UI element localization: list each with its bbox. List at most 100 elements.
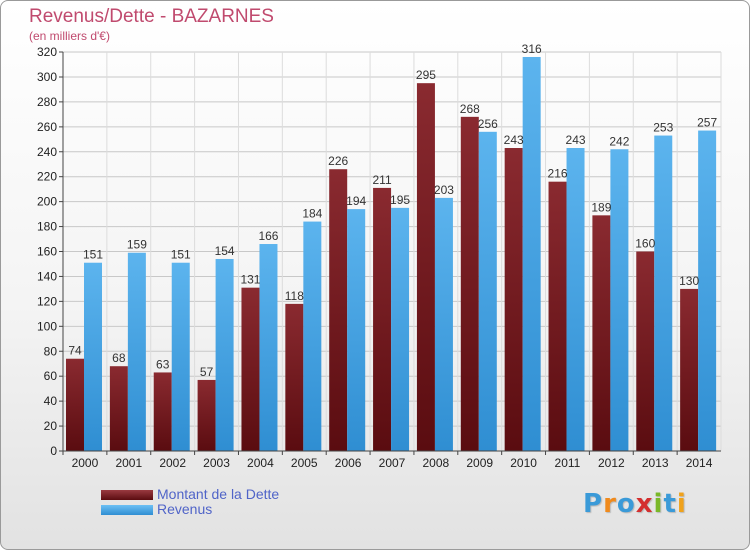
- y-tick-label: 120: [37, 294, 57, 308]
- chart-subtitle: (en milliers d'€): [29, 29, 110, 43]
- bar-dette: [416, 83, 435, 451]
- bar-revenus: [347, 209, 366, 451]
- legend-label-revenus: Revenus: [157, 501, 213, 517]
- x-tick-label: 2014: [686, 456, 713, 470]
- data-label-dette: 243: [504, 133, 524, 147]
- data-label-revenus: 203: [434, 183, 454, 197]
- data-label-revenus: 184: [302, 207, 322, 221]
- data-label-dette: 268: [460, 102, 480, 116]
- logo-letter: P: [583, 489, 604, 519]
- bar-dette: [329, 169, 348, 452]
- logo-letter: r: [603, 489, 617, 519]
- y-tick-label: 220: [37, 170, 57, 184]
- data-label-dette: 160: [635, 237, 655, 251]
- data-label-dette: 216: [548, 167, 568, 181]
- y-tick-label: 40: [44, 394, 58, 408]
- x-tick-label: 2003: [203, 456, 230, 470]
- y-tick-label: 260: [37, 120, 57, 134]
- data-label-revenus: 253: [653, 121, 673, 135]
- bar-revenus: [522, 56, 541, 452]
- y-tick-label: 80: [44, 344, 58, 358]
- data-label-dette: 57: [200, 365, 214, 379]
- data-label-revenus: 316: [522, 42, 542, 56]
- bar-dette: [109, 366, 128, 451]
- bar-revenus: [434, 197, 453, 451]
- data-label-revenus: 194: [346, 194, 366, 208]
- data-label-revenus: 257: [697, 116, 717, 130]
- x-tick-label: 2011: [555, 456, 581, 470]
- logo-letter: o: [616, 489, 636, 519]
- data-label-revenus: 166: [258, 229, 278, 243]
- y-tick-label: 20: [44, 419, 58, 433]
- x-tick-label: 2007: [379, 456, 406, 470]
- y-tick-label: 240: [37, 145, 57, 159]
- data-label-dette: 189: [591, 200, 611, 214]
- bar-dette: [285, 303, 304, 451]
- legend-label-debt: Montant de la Dette: [157, 486, 280, 502]
- bar-dette: [548, 181, 567, 452]
- chart-title: Revenus/Dette - BAZARNES: [29, 6, 274, 27]
- x-tick-label: 2001: [115, 456, 142, 470]
- y-tick-label: 60: [44, 369, 58, 383]
- y-tick-label: 300: [37, 70, 57, 84]
- bar-dette: [680, 288, 699, 451]
- bar-dette: [197, 379, 216, 451]
- data-label-dette: 130: [679, 274, 699, 288]
- bar-revenus: [84, 262, 102, 451]
- bar-dette: [460, 116, 479, 452]
- bar-dette: [241, 287, 260, 451]
- bar-dette: [373, 187, 392, 452]
- bar-revenus: [215, 258, 234, 451]
- bar-dette: [153, 372, 172, 451]
- legend-swatch-revenus: [101, 505, 153, 515]
- bar-revenus: [478, 131, 497, 452]
- bar-dette: [504, 148, 523, 451]
- bar-revenus: [610, 149, 629, 451]
- data-label-revenus: 256: [478, 117, 498, 131]
- data-label-revenus: 195: [390, 193, 410, 207]
- logo-letter: x: [635, 489, 654, 519]
- x-tick-label: 2006: [335, 456, 362, 470]
- y-tick-label: 200: [37, 195, 57, 209]
- data-label-revenus: 154: [215, 244, 235, 258]
- data-label-dette: 68: [112, 351, 126, 365]
- bar-revenus: [303, 221, 322, 451]
- logo-letter: t: [663, 489, 677, 519]
- data-labels: 74 151 68 159 63 151 57 154 131 166 118 184 226 194 21…: [68, 42, 717, 379]
- data-label-dette: 74: [68, 344, 82, 358]
- x-tick-label: 2002: [159, 456, 186, 470]
- data-label-dette: 63: [156, 357, 170, 371]
- y-tick-label: 140: [37, 269, 57, 283]
- data-label-revenus: 151: [171, 248, 191, 262]
- bar-dette: [592, 215, 611, 451]
- x-tick-label: 2005: [291, 456, 318, 470]
- y-tick-label: 100: [37, 319, 57, 333]
- bar-dette: [66, 358, 84, 451]
- x-tick-label: 2008: [423, 456, 450, 470]
- bar-revenus: [391, 207, 410, 451]
- axes: 0 20 40 60 80 100 120 140 160 180 200 220 240 260 280 3…: [37, 45, 721, 470]
- data-label-revenus: 243: [566, 133, 586, 147]
- bar-revenus: [259, 244, 278, 451]
- data-label-revenus: 151: [83, 248, 103, 262]
- data-label-dette: 226: [328, 154, 348, 168]
- x-tick-label: 2010: [510, 456, 537, 470]
- x-tick-label: 2004: [247, 456, 274, 470]
- bar-revenus: [127, 252, 146, 451]
- bars: [66, 56, 717, 452]
- y-tick-label: 180: [37, 220, 57, 234]
- bar-revenus: [654, 135, 673, 451]
- proxiti-logo: Proxiti: [583, 489, 687, 519]
- data-label-dette: 295: [416, 68, 436, 82]
- data-label-dette: 131: [240, 273, 260, 287]
- bar-dette: [636, 251, 655, 451]
- logo-letter: i: [653, 489, 664, 519]
- data-label-dette: 118: [285, 289, 304, 303]
- bar-revenus: [566, 148, 585, 451]
- data-label-revenus: 159: [127, 238, 147, 252]
- bar-revenus: [698, 130, 717, 451]
- y-tick-label: 0: [50, 444, 57, 458]
- data-label-dette: 211: [372, 173, 391, 187]
